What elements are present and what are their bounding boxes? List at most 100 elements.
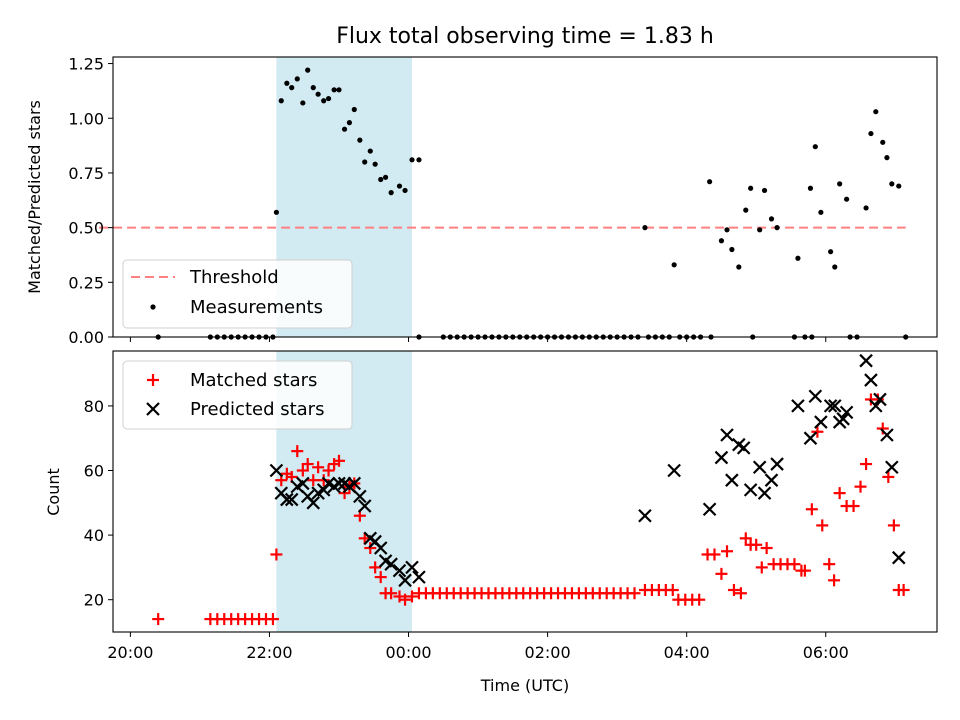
top-axes-frame <box>112 56 938 338</box>
predicted-star-point <box>725 473 739 487</box>
matched-star-point <box>750 538 763 551</box>
bottom-y-tick-label: 20 <box>84 591 104 610</box>
measurement-point <box>346 120 353 126</box>
measurement-point <box>884 155 890 161</box>
measurement-point <box>325 95 332 102</box>
measurement-point <box>284 80 290 86</box>
matched-star-point <box>876 422 889 435</box>
predicted-star-point <box>791 399 805 413</box>
measurement-point <box>367 148 373 154</box>
measurement-point <box>757 227 763 233</box>
predicted-star-point <box>357 499 372 513</box>
measurement-point <box>642 225 648 231</box>
bottom-y-tick-label: 60 <box>84 462 104 481</box>
predicted-star-point <box>880 428 894 442</box>
predicted-star-point <box>814 415 828 429</box>
measurement-point <box>718 238 725 244</box>
measurement-point <box>402 187 408 194</box>
measurements-legend-swatch <box>150 304 156 310</box>
measurement-point <box>774 225 780 231</box>
matched-star-point <box>628 587 641 600</box>
x-axis-label: Time (UTC) <box>480 676 569 695</box>
matched-star-point <box>811 425 824 438</box>
matched-star-point <box>805 503 818 516</box>
predicted-star-point <box>864 373 878 387</box>
top-y-tick-label: 1.25 <box>68 55 104 74</box>
matched-star-point <box>798 564 811 577</box>
measurement-point <box>707 179 713 185</box>
top-panel: 0.00 0.25 0.50 0.75 1.00 1.25 Matched/Predict… <box>25 55 938 347</box>
measurement-point <box>388 190 394 196</box>
matched-star-point <box>307 474 320 487</box>
predicted-star-point <box>280 492 294 507</box>
measurement-point <box>748 185 754 191</box>
bottom-y-axis-label: Count <box>44 468 63 516</box>
bottom-legend: Matched stars Predicted stars <box>122 360 353 430</box>
measurement-point <box>416 157 422 163</box>
predicted-star-point <box>764 473 779 487</box>
predicted-star-point <box>836 412 850 426</box>
predicted-star-point <box>873 392 887 407</box>
predicted-star-point <box>347 476 362 491</box>
predicted-star-point <box>398 573 412 588</box>
measurement-point <box>315 91 321 97</box>
matched-star-point <box>816 519 829 532</box>
predicted-star-point <box>284 492 299 507</box>
measurement-point <box>336 87 342 93</box>
measurement-point <box>278 98 284 104</box>
top-y-tick-label: 0.50 <box>68 219 104 238</box>
measurement-point <box>724 227 730 233</box>
predicted-star-point <box>702 502 717 517</box>
matched-star-point <box>854 480 867 493</box>
measurement-point <box>671 262 677 268</box>
measurement-point <box>409 157 415 163</box>
measurement-point <box>743 207 749 213</box>
matched-star-point <box>823 558 836 571</box>
predicted-legend-label: Predicted stars <box>190 399 324 420</box>
measurement-point <box>889 181 895 187</box>
measurement-point <box>341 126 348 132</box>
matched-star-point <box>666 584 679 597</box>
predicted-star-point <box>885 460 899 475</box>
top-legend: Threshold Measurements <box>122 259 353 329</box>
matched-legend-label: Matched stars <box>190 370 317 391</box>
x-tick-label: 06:00 <box>803 643 849 662</box>
matched-star-point <box>788 558 801 571</box>
predicted-star-point <box>714 450 729 465</box>
matched-star-point <box>270 548 283 561</box>
top-y-tick-label: 0.25 <box>68 273 104 292</box>
predicted-star-point <box>269 463 284 478</box>
measurement-point <box>880 139 886 145</box>
predicted-star-point <box>384 557 398 571</box>
matched-star-point <box>882 470 895 483</box>
x-ticks: 20:00 22:00 00:00 02:00 04:00 06:00 <box>107 632 849 662</box>
matched-star-point <box>693 593 706 606</box>
bottom-y-ticks: 20 40 60 80 <box>84 397 113 610</box>
matched-star-point <box>332 454 345 467</box>
predicted-star-point <box>306 496 321 510</box>
measurement-point <box>321 98 327 104</box>
predicted-star-point <box>296 476 310 491</box>
bottom-plot-area <box>152 353 910 626</box>
matched-star-point <box>828 574 841 587</box>
matched-star-point <box>739 532 752 545</box>
predicted-star-point <box>316 483 331 497</box>
matched-star-point <box>312 461 325 474</box>
measurement-point <box>372 161 378 167</box>
predicted-star-point <box>803 431 818 445</box>
measurement-point <box>844 196 850 202</box>
matched-star-point <box>399 593 412 606</box>
predicted-star-point <box>720 428 734 442</box>
measurement-point <box>736 264 742 270</box>
measurement-point <box>382 174 389 180</box>
measurement-point <box>837 181 843 187</box>
measurement-point <box>828 249 834 255</box>
matched-star-point <box>715 567 728 580</box>
bottom-legend-box <box>122 360 353 430</box>
top-y-axis-label: Matched/Predicted stars <box>25 100 44 294</box>
matched-star-point <box>847 500 860 513</box>
matched-star-point <box>374 571 387 584</box>
matched-star-point <box>369 561 382 574</box>
measurement-point <box>729 246 735 253</box>
